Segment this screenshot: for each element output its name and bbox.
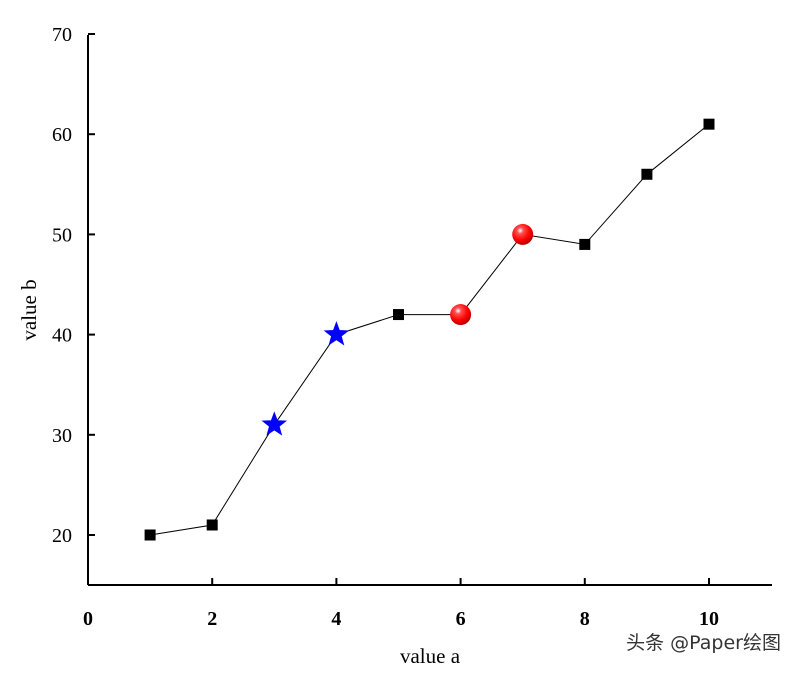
y-tick-label: 30 <box>52 425 72 447</box>
square-marker <box>206 519 218 531</box>
y-axis-label: value b <box>17 279 41 340</box>
x-tick-label: 4 <box>331 608 341 630</box>
markers-group <box>144 118 715 541</box>
star-marker <box>261 411 288 436</box>
x-tick-label: 8 <box>580 608 590 630</box>
axes: 20 30 40 50 60 70 0 2 4 6 8 10 <box>52 24 772 630</box>
square-marker <box>393 309 404 321</box>
y-tick-label: 40 <box>52 325 72 347</box>
square-marker <box>144 529 156 541</box>
y-tick-label: 50 <box>52 224 72 246</box>
series-line-group <box>150 123 710 536</box>
square-marker <box>703 118 715 130</box>
sphere-marker <box>450 304 472 326</box>
y-tick-label: 20 <box>52 525 72 547</box>
watermark: 头条 @Paper绘图 <box>626 632 781 654</box>
square-marker <box>641 168 653 180</box>
square-marker <box>579 238 591 250</box>
x-tick-label: 10 <box>699 608 719 630</box>
y-tick-label: 70 <box>52 24 72 46</box>
x-axis-label: value a <box>400 644 461 668</box>
x-tick-label: 6 <box>456 608 466 630</box>
star-marker <box>323 321 350 346</box>
series-line <box>150 123 710 536</box>
x-tick-label: 2 <box>207 608 217 630</box>
x-tick-label: 0 <box>83 608 93 630</box>
y-tick-label: 60 <box>52 124 72 146</box>
sphere-marker <box>512 223 534 245</box>
